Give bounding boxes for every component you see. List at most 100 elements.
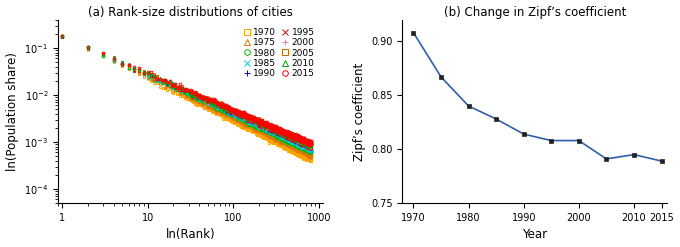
1995 <box>301 144 309 147</box>
1970 <box>288 151 296 154</box>
1975 <box>296 149 305 152</box>
2015 <box>290 136 298 139</box>
1980 <box>306 151 314 154</box>
1975 <box>307 154 315 157</box>
1970 <box>290 151 298 154</box>
2005 <box>288 135 296 138</box>
1980 <box>288 142 296 145</box>
1995 <box>203 99 211 102</box>
1985 <box>290 139 298 142</box>
1995 <box>306 148 314 151</box>
2010 <box>304 145 312 148</box>
1985 <box>296 142 305 145</box>
1985 <box>305 149 313 152</box>
1975 <box>203 104 211 107</box>
Y-axis label: Zipf’s coefficient: Zipf’s coefficient <box>352 62 366 161</box>
2005 <box>290 136 298 139</box>
2005 <box>306 144 314 147</box>
2015 <box>203 99 211 102</box>
1975 <box>58 34 66 37</box>
2000 <box>288 136 296 139</box>
1980 <box>286 140 294 143</box>
Line: 1975: 1975 <box>61 34 312 159</box>
1995 <box>290 137 298 140</box>
2010 <box>203 98 211 101</box>
Title: (b) Change in Zipf’s coefficient: (b) Change in Zipf’s coefficient <box>443 5 626 19</box>
1990 <box>203 102 211 104</box>
1995 <box>58 35 66 38</box>
Line: 1970: 1970 <box>61 34 312 163</box>
2000 <box>203 99 211 102</box>
2000 <box>306 147 314 150</box>
1995 <box>288 138 296 141</box>
2000 <box>301 143 309 146</box>
Line: 2015: 2015 <box>61 35 312 146</box>
1985 <box>58 35 66 38</box>
X-axis label: ln(Rank): ln(Rank) <box>165 228 215 242</box>
2000 <box>58 34 66 37</box>
1980 <box>301 147 309 150</box>
2010 <box>296 137 305 140</box>
1985 <box>286 138 294 141</box>
1985 <box>203 101 211 104</box>
2005 <box>301 139 309 142</box>
1990 <box>296 141 305 144</box>
Line: 2005: 2005 <box>61 35 312 147</box>
Line: 1980: 1980 <box>61 35 312 154</box>
1980 <box>307 149 315 152</box>
1995 <box>286 136 294 139</box>
1990 <box>290 138 298 141</box>
2000 <box>307 144 315 147</box>
1995 <box>307 144 315 147</box>
1990 <box>286 135 294 138</box>
2005 <box>296 138 305 141</box>
Title: (a) Rank-size distributions of cities: (a) Rank-size distributions of cities <box>88 5 293 19</box>
2010 <box>301 141 309 144</box>
1990 <box>307 148 315 151</box>
2015 <box>306 144 314 146</box>
1975 <box>286 143 294 146</box>
1990 <box>288 138 296 141</box>
1975 <box>301 152 309 155</box>
2015 <box>286 133 294 136</box>
2005 <box>58 35 66 38</box>
2015 <box>58 34 66 37</box>
2010 <box>286 134 294 137</box>
1970 <box>296 154 305 157</box>
2000 <box>286 135 294 138</box>
1990 <box>301 143 309 146</box>
2015 <box>307 140 315 143</box>
2000 <box>296 142 305 145</box>
2010 <box>307 144 315 147</box>
1985 <box>288 140 296 143</box>
2010 <box>288 136 296 139</box>
Line: 1990: 1990 <box>61 34 312 150</box>
Line: 1995: 1995 <box>61 36 312 150</box>
1990 <box>307 145 315 148</box>
1985 <box>301 147 309 150</box>
1975 <box>307 156 315 159</box>
1970 <box>301 155 309 158</box>
1980 <box>296 143 305 146</box>
1970 <box>307 158 315 161</box>
1995 <box>296 141 305 144</box>
1975 <box>288 145 296 148</box>
2005 <box>203 97 211 100</box>
1970 <box>58 34 66 37</box>
1990 <box>58 34 66 37</box>
Line: 2000: 2000 <box>61 34 312 150</box>
2005 <box>286 134 294 137</box>
1980 <box>290 141 298 144</box>
1970 <box>203 109 211 112</box>
1985 <box>307 147 315 150</box>
2015 <box>301 139 309 142</box>
1970 <box>286 148 294 151</box>
X-axis label: Year: Year <box>522 228 547 242</box>
2005 <box>307 144 315 147</box>
2000 <box>290 138 298 141</box>
Legend: 1970, 1975, 1980, 1985, 1990, 1995, 2000, 2005, 2010, 2015: 1970, 1975, 1980, 1985, 1990, 1995, 2000… <box>239 24 318 82</box>
2015 <box>288 133 296 136</box>
2010 <box>290 137 298 140</box>
Line: 1985: 1985 <box>61 35 312 152</box>
1975 <box>290 144 298 147</box>
